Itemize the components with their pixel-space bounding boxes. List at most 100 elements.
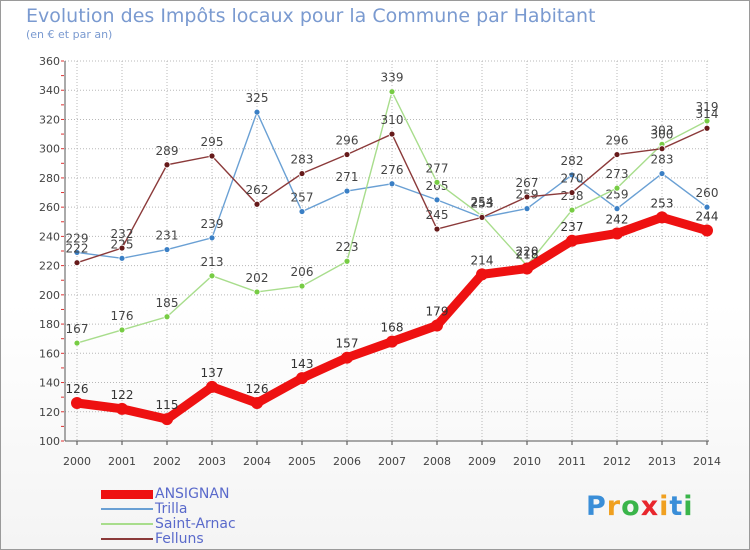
y-tick-label: 160 — [39, 347, 60, 360]
data-point-saint-arnac — [703, 117, 711, 125]
data-label-felluns: 289 — [156, 144, 179, 158]
y-tick-label: 220 — [39, 260, 60, 273]
data-label-felluns: 262 — [246, 183, 269, 197]
data-label-saint-arnac: 273 — [606, 167, 629, 181]
x-tick-label: 2003 — [198, 455, 226, 468]
data-point-trilla — [118, 254, 126, 262]
logo-letter: r — [606, 491, 622, 522]
x-tick-label: 2001 — [108, 455, 136, 468]
data-label-trilla: 260 — [696, 186, 719, 200]
data-label-felluns: 310 — [381, 113, 404, 127]
data-point-ansignan — [206, 380, 218, 393]
legend-swatch — [101, 538, 153, 540]
y-tick-label: 340 — [39, 84, 60, 97]
data-point-saint-arnac — [118, 326, 126, 334]
data-point-felluns — [388, 130, 396, 138]
data-label-saint-arnac: 220 — [516, 245, 539, 259]
data-label-trilla: 325 — [246, 91, 269, 105]
data-label-saint-arnac: 206 — [291, 265, 314, 279]
data-point-felluns — [433, 225, 441, 233]
data-point-trilla — [613, 205, 621, 213]
data-label-felluns: 300 — [651, 128, 674, 142]
data-label-saint-arnac: 176 — [111, 309, 134, 323]
data-point-trilla — [703, 203, 711, 211]
data-label-felluns: 296 — [606, 134, 629, 148]
data-point-trilla — [163, 246, 171, 253]
data-label-saint-arnac: 202 — [246, 271, 269, 285]
y-tick-label: 260 — [39, 201, 60, 214]
logo-letter: i — [683, 491, 694, 522]
y-tick-label: 120 — [39, 406, 60, 419]
x-tick-label: 2012 — [603, 455, 631, 468]
data-point-saint-arnac — [343, 257, 351, 265]
data-label-trilla: 265 — [426, 179, 449, 193]
logo-letter: x — [640, 491, 660, 522]
x-tick-label: 2005 — [288, 455, 316, 468]
logo-letter: t — [669, 491, 684, 522]
logo-letter: i — [659, 491, 670, 522]
chart-subtitle: (en € et par an) — [26, 28, 113, 41]
x-tick-label: 2011 — [558, 455, 586, 468]
data-point-saint-arnac — [568, 206, 576, 214]
data-label-trilla: 253 — [471, 196, 494, 210]
data-point-ansignan — [701, 224, 713, 237]
x-tick-label: 2006 — [333, 455, 361, 468]
data-point-felluns — [343, 151, 351, 158]
data-point-felluns — [703, 124, 711, 132]
data-point-trilla — [253, 108, 261, 116]
data-label-felluns: 267 — [516, 176, 539, 190]
data-point-saint-arnac — [433, 178, 441, 186]
data-point-felluns — [478, 213, 486, 221]
data-label-ansignan: 122 — [111, 388, 134, 402]
data-label-trilla: 225 — [111, 237, 134, 251]
y-tick-label: 100 — [39, 435, 60, 448]
legend-swatch — [101, 490, 153, 499]
chart-title: Evolution des Impôts locaux pour la Comm… — [26, 5, 596, 27]
data-point-saint-arnac — [298, 282, 306, 290]
data-label-saint-arnac: 167 — [66, 322, 89, 336]
data-label-trilla: 276 — [381, 163, 404, 177]
data-point-saint-arnac — [253, 288, 261, 296]
data-point-trilla — [298, 208, 306, 215]
x-tick-label: 2008 — [423, 455, 451, 468]
x-tick-label: 2004 — [243, 455, 271, 468]
data-point-trilla — [658, 170, 666, 177]
data-point-ansignan — [566, 234, 578, 247]
y-tick-label: 200 — [39, 289, 60, 302]
data-label-ansignan: 242 — [606, 212, 629, 226]
data-label-ansignan: 168 — [381, 321, 404, 335]
data-point-felluns — [163, 161, 171, 169]
data-point-felluns — [568, 189, 576, 196]
x-tick-label: 2014 — [693, 455, 721, 468]
data-label-felluns: 232 — [111, 227, 134, 241]
y-tick-label: 140 — [39, 377, 60, 390]
data-label-felluns: 253 — [471, 196, 494, 210]
data-label-felluns: 295 — [201, 135, 224, 149]
data-point-ansignan — [251, 397, 263, 409]
data-point-felluns — [253, 200, 261, 208]
data-label-trilla: 283 — [651, 153, 674, 167]
data-label-ansignan: 237 — [561, 220, 584, 234]
data-label-trilla: 229 — [66, 231, 89, 245]
data-point-saint-arnac — [208, 272, 216, 280]
data-label-trilla: 231 — [156, 229, 179, 243]
data-point-ansignan — [476, 268, 488, 281]
data-point-ansignan — [521, 262, 533, 275]
data-point-trilla — [433, 196, 441, 204]
data-label-saint-arnac: 185 — [156, 296, 179, 310]
data-point-saint-arnac — [613, 184, 621, 192]
data-point-ansignan — [161, 413, 173, 426]
data-point-felluns — [298, 170, 306, 177]
y-tick-label: 240 — [39, 230, 60, 243]
data-label-ansignan: 157 — [336, 337, 359, 351]
legend-label: Trilla — [155, 501, 188, 517]
legend-swatch — [101, 523, 153, 525]
data-label-ansignan: 115 — [156, 398, 179, 412]
y-tick-label: 360 — [39, 55, 60, 68]
legend-swatch — [101, 508, 153, 510]
data-point-trilla — [523, 205, 531, 213]
data-label-ansignan: 137 — [201, 366, 224, 380]
data-point-ansignan — [71, 397, 83, 409]
